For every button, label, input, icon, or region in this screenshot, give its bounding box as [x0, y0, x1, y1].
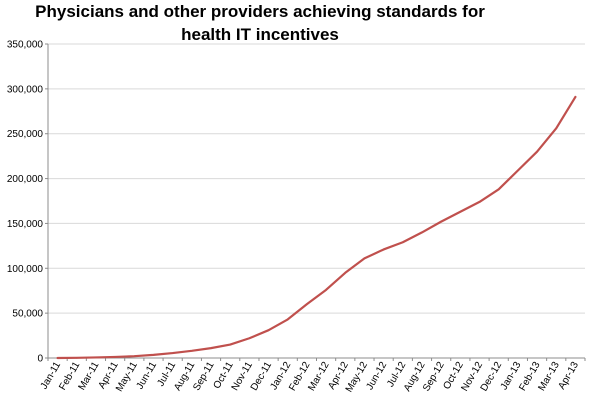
data-point	[191, 350, 193, 352]
axes	[45, 43, 586, 361]
data-point	[306, 303, 308, 305]
data-point	[402, 241, 404, 244]
data-point	[459, 210, 462, 213]
x-axis-tick-labels: Jan-11Feb-11Mar-11Apr-11May-11Jun-11Jul-…	[39, 360, 581, 395]
data-point	[536, 150, 538, 153]
data-point	[133, 355, 136, 358]
y-tick-label: 250,000	[7, 129, 44, 140]
y-axis-tick-labels: 0 50,000 100,000 150,000 200,000 250,000 300,0…	[7, 40, 44, 365]
chart-title-line-1: Physicians and other providers achieving…	[35, 2, 485, 21]
data-point	[56, 357, 59, 359]
data-point	[267, 329, 270, 331]
series-line	[56, 95, 577, 360]
data-point	[171, 352, 174, 354]
data-point	[152, 354, 155, 356]
y-tick-label: 100,000	[7, 264, 44, 275]
y-tick-label: 200,000	[7, 174, 44, 185]
gridlines	[48, 43, 585, 314]
y-tick-label: 0	[37, 354, 43, 365]
y-tick-label: 300,000	[7, 84, 44, 95]
data-point	[75, 357, 78, 359]
data-point	[497, 188, 500, 191]
data-point	[325, 289, 327, 291]
chart-title: Physicians and other providers achieving…	[0, 0, 520, 46]
data-point	[114, 356, 116, 358]
y-tick-label: 350,000	[7, 40, 44, 51]
data-point	[421, 231, 423, 234]
data-point	[382, 248, 385, 251]
y-tick-label: 50,000	[12, 309, 43, 320]
data-point	[229, 343, 231, 346]
series-layer	[56, 95, 577, 360]
data-point	[95, 356, 97, 359]
x-tick-label: Jun-11	[135, 360, 160, 392]
data-point	[248, 337, 251, 340]
x-tick-label: Apr-13	[556, 360, 581, 392]
data-point	[517, 169, 519, 172]
data-point	[440, 220, 442, 223]
y-tick-label: 150,000	[7, 219, 44, 230]
data-point	[286, 318, 289, 321]
data-point	[555, 127, 558, 130]
data-point	[344, 271, 347, 274]
data-point	[363, 257, 366, 260]
data-point	[574, 96, 577, 98]
data-point	[210, 347, 212, 349]
chart-title-line-2: health IT incentives	[181, 25, 339, 44]
data-point	[478, 201, 481, 203]
